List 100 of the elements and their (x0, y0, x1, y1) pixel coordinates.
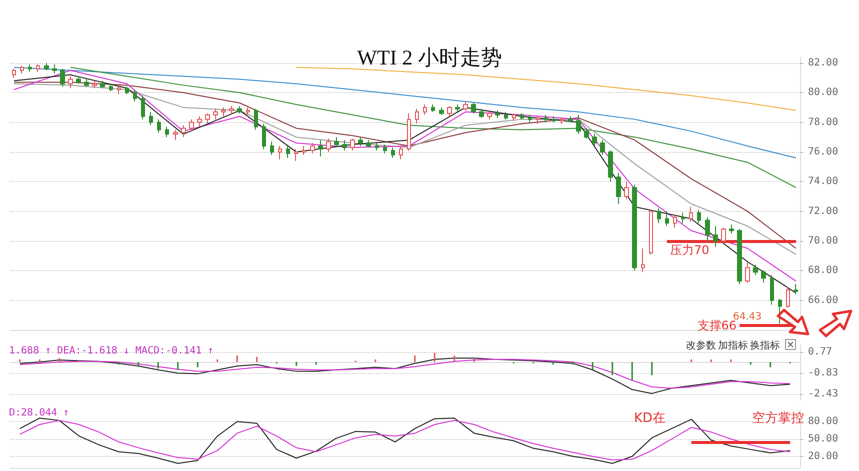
candlestick (133, 89, 137, 102)
candlestick (165, 126, 169, 138)
candlestick (705, 216, 710, 242)
chart-subtitle: D:28.044 ↑ (9, 408, 70, 418)
candlestick (326, 138, 331, 152)
candlestick (753, 264, 758, 276)
candlestick (20, 65, 24, 74)
candlestick (358, 136, 363, 147)
candlestick (350, 138, 355, 151)
chart-subtitle: 1.688 ↑ DEA:-1.618 ↓ MACD:-0.141 ↑ (9, 346, 214, 356)
candlestick (310, 142, 315, 154)
y-tick-label: -0.83 (808, 367, 838, 378)
candlestick (689, 206, 693, 222)
candlestick (632, 184, 637, 272)
candlestick (794, 284, 798, 295)
candlestick (254, 108, 258, 130)
candlestick (189, 118, 194, 132)
candlestick (375, 142, 379, 151)
annotation: 空方掌控 (752, 410, 804, 426)
candlestick (141, 95, 145, 120)
y-tick-label: 0.77 (808, 346, 832, 358)
candlestick (149, 111, 153, 126)
candlestick (423, 104, 427, 116)
candlestick (673, 214, 677, 228)
candlestick (173, 129, 178, 141)
candlestick (286, 146, 290, 158)
candlestick (600, 140, 605, 156)
candlestick (552, 116, 556, 123)
candlestick (568, 116, 573, 123)
candlestick (100, 80, 105, 89)
candlestick (205, 112, 210, 124)
candlestick (246, 106, 250, 117)
candlestick (44, 62, 49, 71)
candlestick (520, 112, 524, 120)
candlestick (697, 209, 701, 224)
candlestick (745, 261, 750, 284)
candlestick (576, 114, 581, 135)
y-tick-label: 82.00 (808, 57, 838, 68)
candlestick (181, 124, 186, 138)
y-tick-label: 80.00 (808, 87, 838, 98)
annotation: 换指标 (750, 340, 780, 352)
candlestick (479, 108, 484, 118)
candlestick (455, 104, 460, 112)
candlestick (681, 212, 685, 224)
candlestick (262, 123, 266, 150)
candlestick (657, 208, 661, 224)
y-tick-label: 74.00 (808, 176, 838, 188)
candlestick (237, 105, 242, 114)
candlestick (592, 134, 597, 147)
candlestick (495, 110, 500, 118)
candlestick (197, 116, 202, 128)
candlestick (512, 112, 516, 122)
candlestick (92, 80, 97, 89)
candlestick (786, 286, 790, 308)
candlestick (608, 150, 613, 182)
candlestick (391, 147, 395, 158)
candlestick (770, 274, 774, 306)
candlestick (616, 172, 621, 204)
candlestick (302, 146, 306, 156)
candlestick (36, 64, 40, 72)
candlestick (487, 111, 492, 120)
annotation: KD在 (634, 411, 666, 426)
candlestick (342, 140, 347, 151)
ref-line-label: 压力70 (670, 242, 710, 257)
candlestick (76, 76, 81, 84)
candlestick (270, 141, 274, 156)
candlestick (528, 114, 532, 123)
y-tick-label: 66.00 (808, 294, 838, 306)
candlestick (584, 128, 589, 140)
candlestick (117, 84, 121, 95)
candlestick (544, 114, 548, 123)
line-series (296, 66, 796, 111)
candlestick (84, 78, 89, 88)
candlestick (504, 111, 508, 120)
candlestick (407, 112, 411, 151)
line-series (70, 66, 796, 188)
candlestick (278, 146, 282, 160)
y-tick-label: 78.00 (808, 116, 838, 128)
y-tick-label: 72.00 (808, 206, 838, 217)
candlestick (229, 105, 234, 116)
candlestick (68, 76, 73, 89)
candlestick (12, 68, 16, 78)
candlestick (60, 68, 65, 88)
candlestick (761, 270, 766, 284)
line-series (19, 358, 791, 394)
candlestick (560, 117, 564, 124)
candlestick (649, 209, 653, 255)
candlestick (439, 106, 444, 116)
y-tick-label: 70.00 (808, 235, 838, 246)
candlestick (415, 108, 419, 124)
candlestick (157, 118, 161, 134)
candlestick (213, 108, 218, 120)
candlestick (109, 83, 113, 92)
candlestick (536, 116, 540, 124)
y-tick-label: 68.00 (808, 265, 838, 276)
candlestick (641, 248, 645, 273)
candlestick (624, 181, 629, 200)
candlestick (318, 140, 323, 157)
candlestick (463, 101, 468, 111)
candlestick (447, 105, 452, 117)
